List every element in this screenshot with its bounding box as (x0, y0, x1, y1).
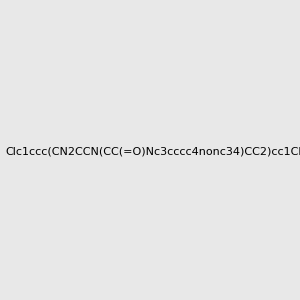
Text: Clc1ccc(CN2CCN(CC(=O)Nc3cccc4nonc34)CC2)cc1Cl: Clc1ccc(CN2CCN(CC(=O)Nc3cccc4nonc34)CC2)… (5, 146, 300, 157)
